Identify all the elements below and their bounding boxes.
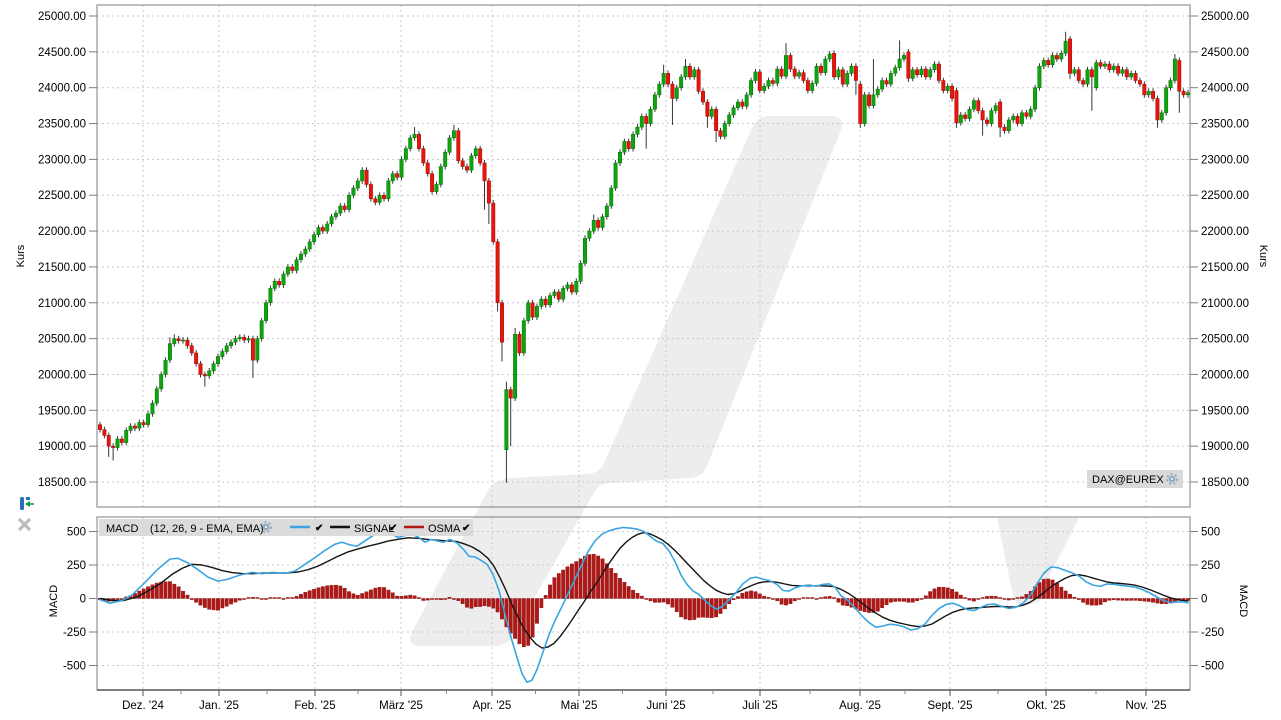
axis-labels: 25000.00 25000.00 24500.00 24500.00 24000.00… [38,11,1249,712]
svg-text:18500.00: 18500.00 [1201,477,1249,489]
svg-text:21000.00: 21000.00 [1201,298,1249,310]
macd-axis-title-right: MACD [1237,585,1249,617]
macd-legend-bg [99,519,473,536]
month-label: Jan. '25 [199,700,239,712]
macd-axis-title-left: MACD [48,585,60,617]
month-label: Apr. '25 [473,700,512,712]
svg-text:20500.00: 20500.00 [1201,334,1249,346]
svg-text:-250: -250 [63,627,86,639]
svg-text:-500: -500 [63,661,86,673]
instrument-settings-gear-icon[interactable] [1166,473,1178,485]
svg-text:23000.00: 23000.00 [1201,154,1249,166]
svg-text:20500.00: 20500.00 [38,334,86,346]
svg-text:21500.00: 21500.00 [1201,262,1249,274]
month-label: Dez. '24 [122,700,164,712]
macd-legend-title: MACD [106,523,138,535]
month-label: Feb. '25 [294,700,335,712]
svg-text:18500.00: 18500.00 [38,477,86,489]
svg-text:21000.00: 21000.00 [38,298,86,310]
macd-line [99,526,1189,684]
svg-text:500: 500 [1201,527,1220,539]
move-indicator-icon[interactable] [20,497,34,510]
svg-text:20000.00: 20000.00 [38,369,86,381]
macd-legend: MACD (12, 26, 9 - EMA, EMA) ✔ SIGNAL ✔ O… [99,519,473,536]
svg-text:250: 250 [67,560,86,572]
svg-text:22500.00: 22500.00 [1201,190,1249,202]
price-panel[interactable] [98,31,1190,483]
svg-text:24500.00: 24500.00 [1201,47,1249,59]
svg-text:24000.00: 24000.00 [1201,83,1249,95]
instrument-badge[interactable]: DAX@EUREX [1087,470,1183,488]
signal-label: SIGNAL [354,523,394,535]
instrument-badge-bg [1087,470,1183,488]
svg-text:22000.00: 22000.00 [38,226,86,238]
svg-text:250: 250 [1201,560,1220,572]
svg-text:500: 500 [67,527,86,539]
svg-text:22000.00: 22000.00 [1201,226,1249,238]
macd-panel[interactable] [98,526,1190,684]
svg-text:23500.00: 23500.00 [1201,119,1249,131]
month-label: Okt. '25 [1026,700,1065,712]
signal-line [99,531,1189,649]
svg-text:25000.00: 25000.00 [38,11,86,23]
month-label: Nov. '25 [1126,700,1167,712]
macd-legend-params: (12, 26, 9 - EMA, EMA) [150,523,264,535]
osma-visibility-check[interactable]: ✔ [462,523,470,534]
svg-text:19000.00: 19000.00 [1201,441,1249,453]
month-label: Aug. '25 [839,700,881,712]
osma-label: OSMA [428,523,461,535]
svg-text:23500.00: 23500.00 [38,119,86,131]
svg-text:22500.00: 22500.00 [38,190,86,202]
month-label: Mai '25 [561,700,598,712]
signal-visibility-check[interactable]: ✔ [389,523,397,534]
svg-text:19000.00: 19000.00 [38,441,86,453]
price-axis-title-left: Kurs [15,244,27,267]
svg-text:0: 0 [1201,594,1207,606]
svg-text:24000.00: 24000.00 [38,83,86,95]
svg-text:20000.00: 20000.00 [1201,369,1249,381]
svg-text:-500: -500 [1201,661,1224,673]
month-label: März '25 [379,700,423,712]
price-axis-title-right: Kurs [1257,245,1269,268]
svg-text:19500.00: 19500.00 [38,405,86,417]
month-label: Juni '25 [646,700,685,712]
svg-text:19500.00: 19500.00 [1201,405,1249,417]
candlestick-series [98,31,1190,483]
svg-text:0: 0 [80,594,86,606]
svg-text:-250: -250 [1201,627,1224,639]
svg-text:23000.00: 23000.00 [38,154,86,166]
instrument-label: DAX@EUREX [1092,474,1164,486]
svg-text:21500.00: 21500.00 [38,262,86,274]
logo-watermark [410,116,1079,646]
remove-indicator-icon[interactable] [17,517,32,532]
svg-text:25000.00: 25000.00 [1201,11,1249,23]
macd-visibility-check[interactable]: ✔ [315,523,323,534]
macd-settings-gear-icon[interactable] [260,521,272,533]
month-label: Juli '25 [742,700,777,712]
svg-text:24500.00: 24500.00 [38,47,86,59]
month-label: Sept. '25 [927,700,972,712]
